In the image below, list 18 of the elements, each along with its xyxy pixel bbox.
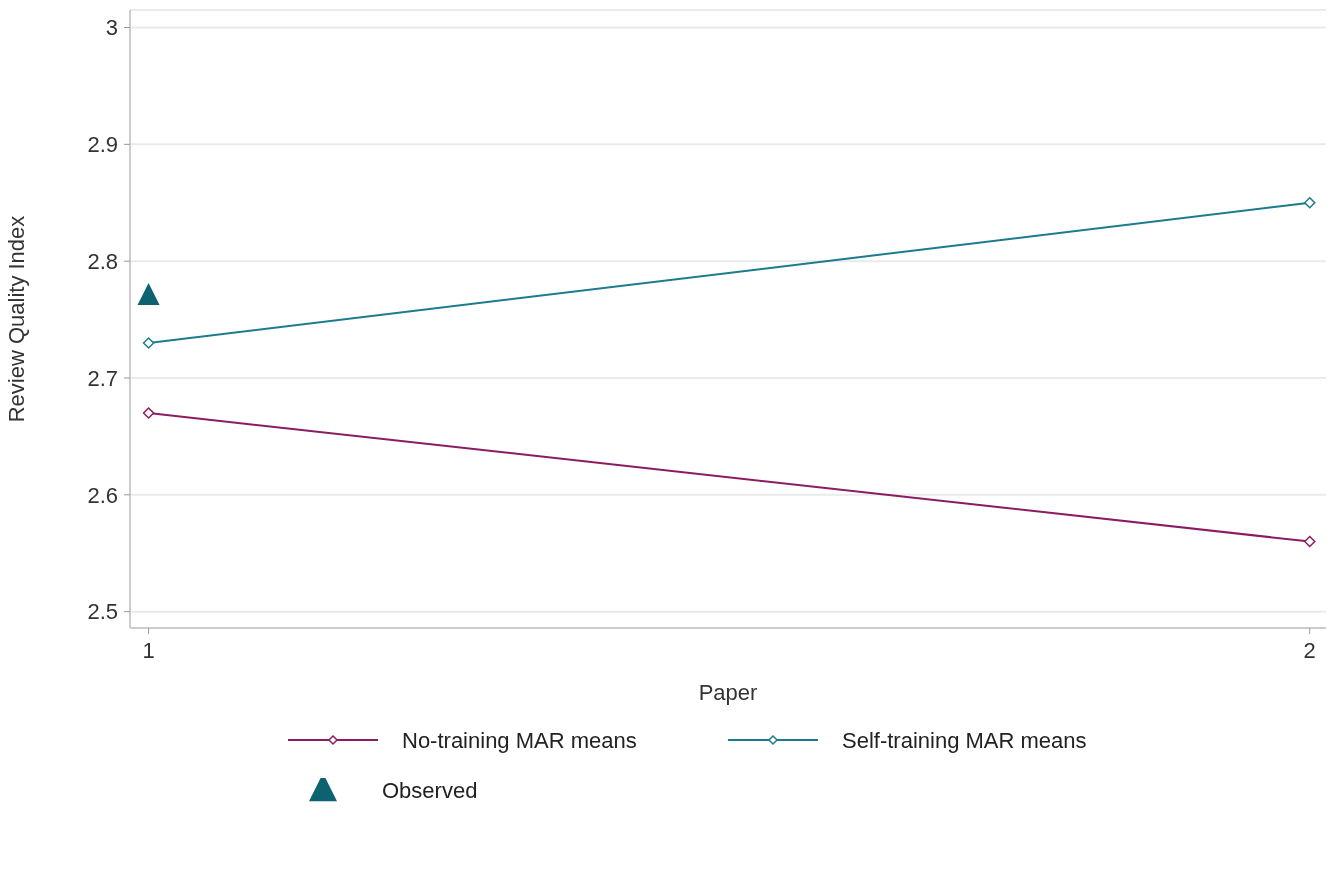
y-tick-label: 2.7 xyxy=(87,365,118,391)
legend-label: Self-training MAR means xyxy=(842,728,1087,754)
point xyxy=(137,283,160,306)
legend-label: No-training MAR means xyxy=(402,728,637,754)
y-tick-label: 2.9 xyxy=(87,132,118,158)
x-axis-title: Paper xyxy=(698,680,758,705)
y-tick-label: 3 xyxy=(105,15,118,41)
x-tick-label: 1 xyxy=(142,637,155,663)
y-tick-label: 2.8 xyxy=(87,248,118,274)
y-tick-label: 2.6 xyxy=(87,482,118,508)
y-axis-title: Review Quality Index xyxy=(3,215,29,423)
legend-label: Observed xyxy=(382,778,478,804)
point xyxy=(1303,535,1316,548)
point xyxy=(142,407,155,419)
point xyxy=(142,337,155,349)
y-tick-label: 2.5 xyxy=(87,599,118,625)
x-tick-label: 2 xyxy=(1303,637,1316,663)
point xyxy=(1303,197,1316,209)
